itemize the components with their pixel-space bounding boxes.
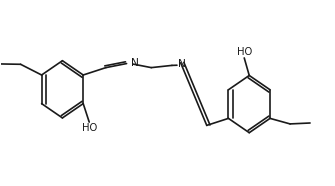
Text: N: N bbox=[131, 58, 138, 68]
Text: HO: HO bbox=[82, 123, 97, 133]
Text: HO: HO bbox=[237, 47, 252, 57]
Text: N: N bbox=[178, 59, 186, 69]
